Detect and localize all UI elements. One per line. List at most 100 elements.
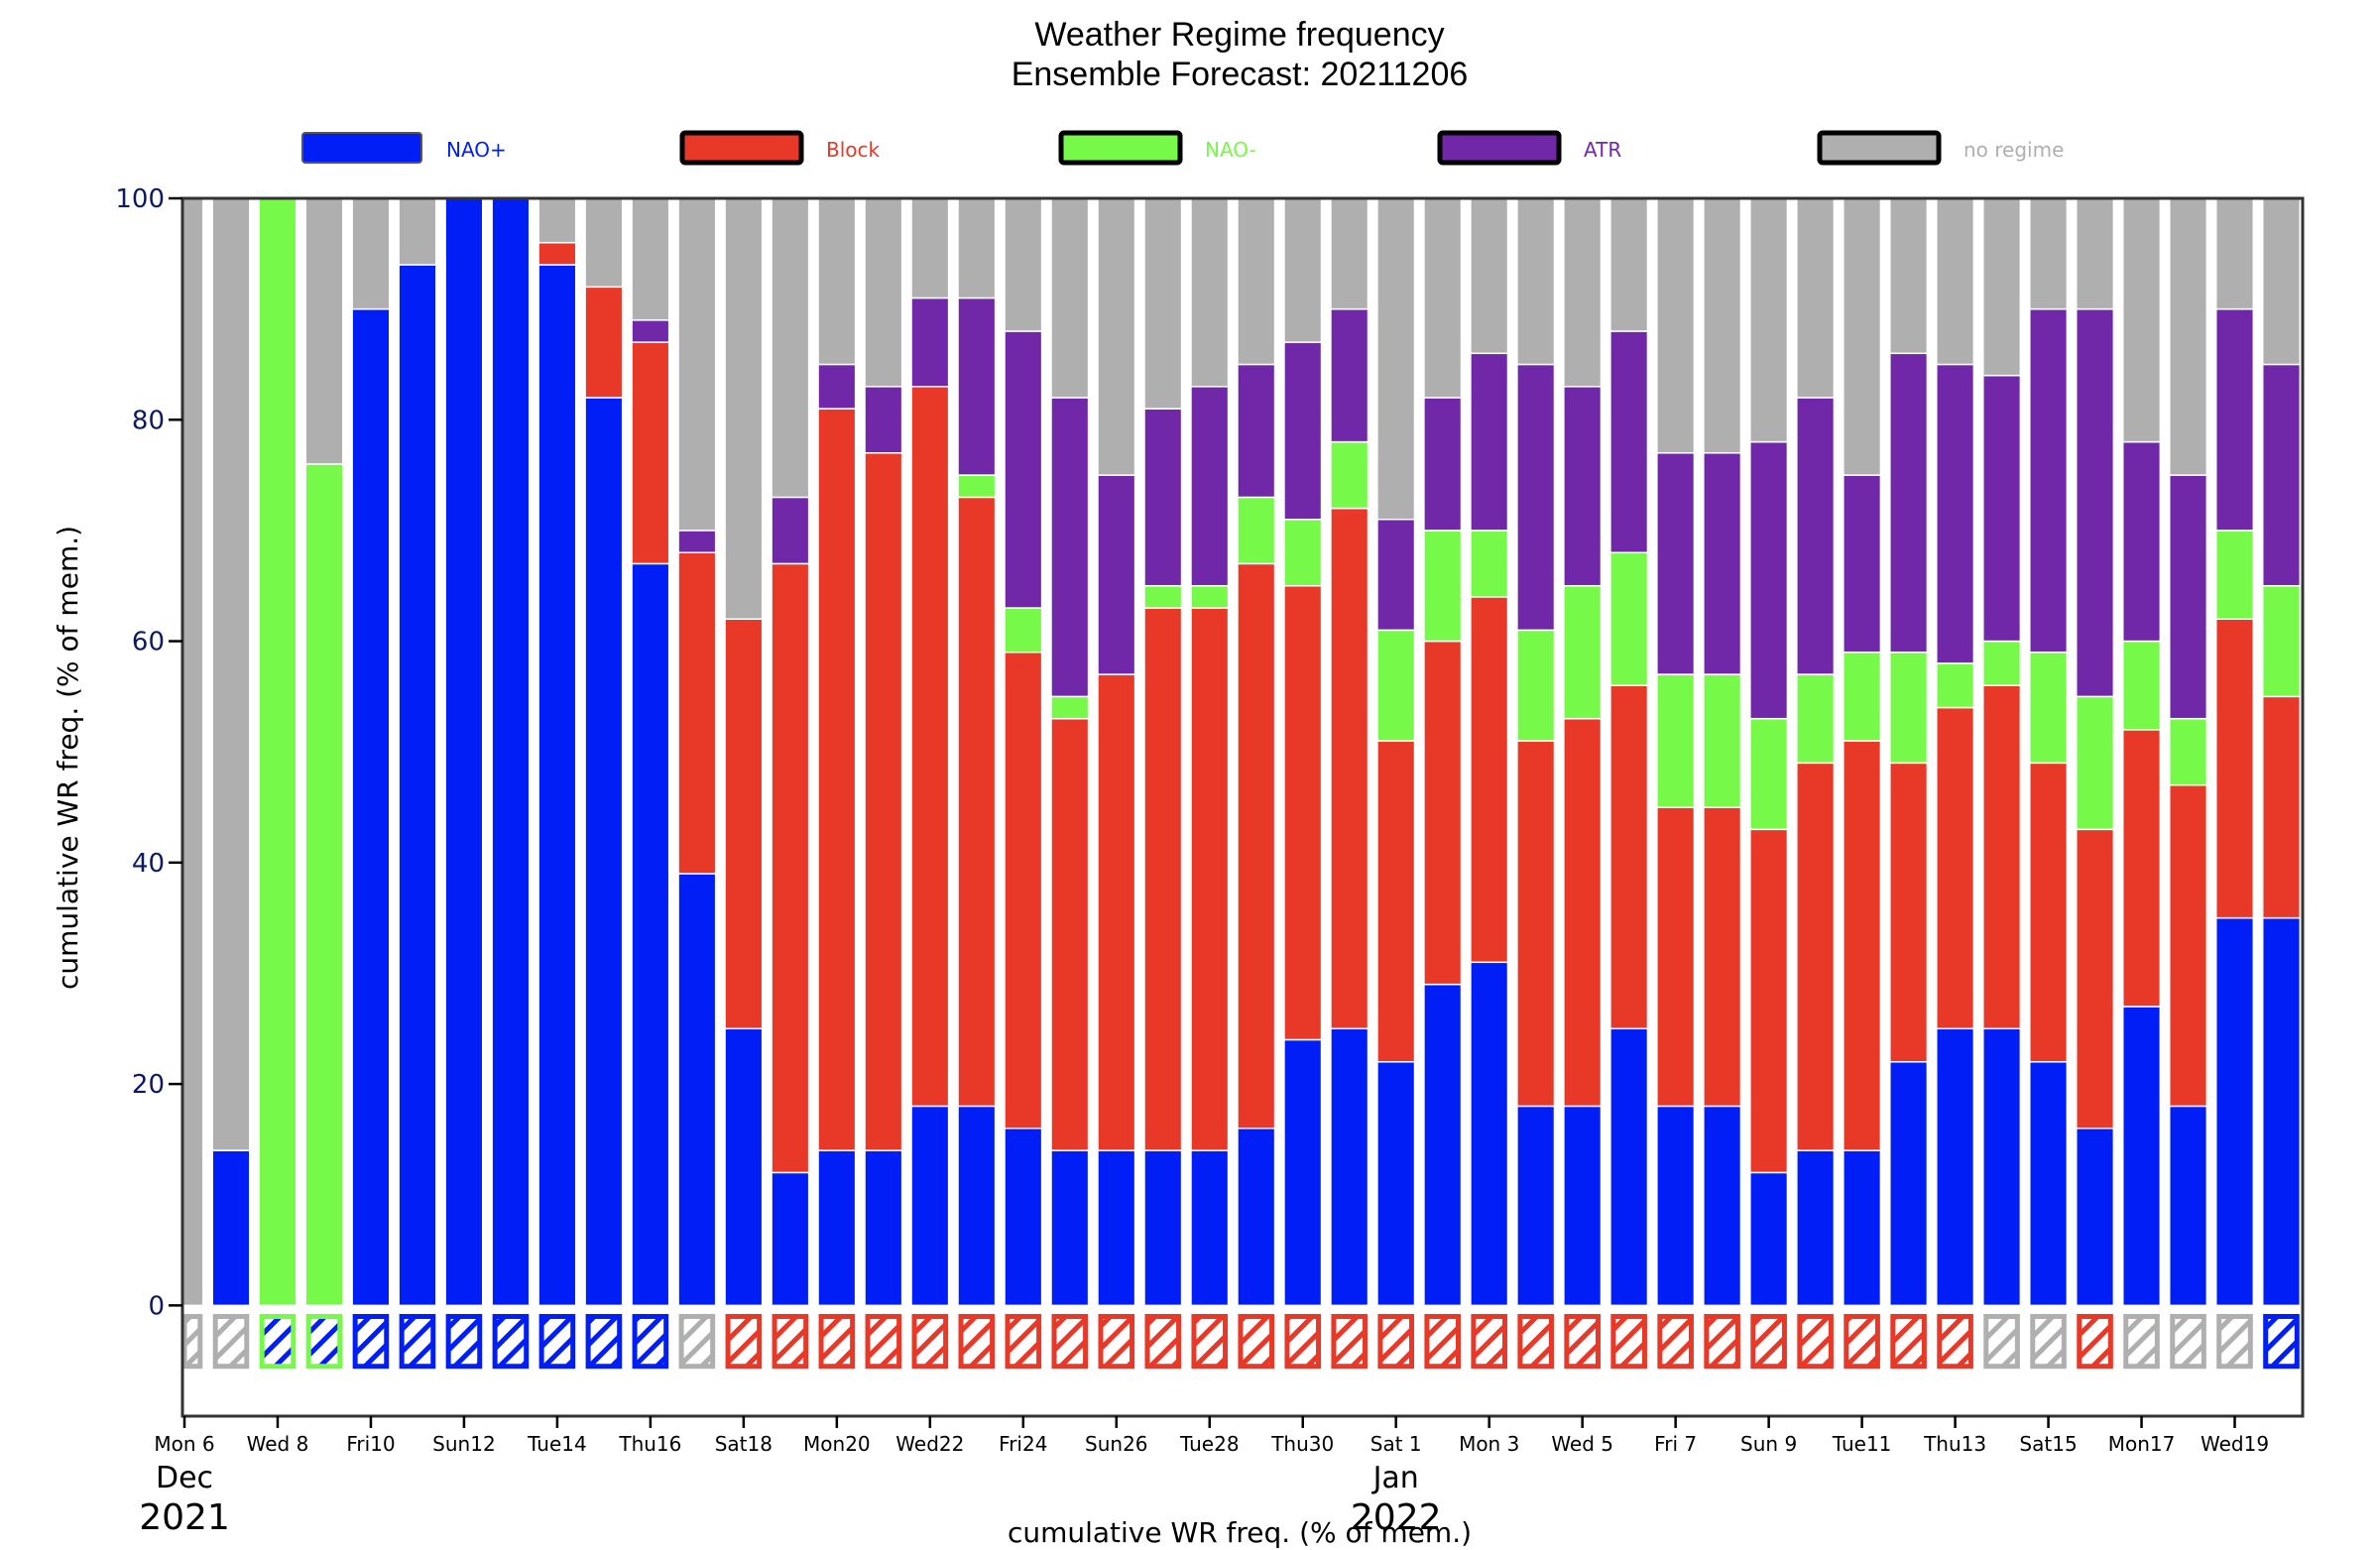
bar-segment-block	[1097, 673, 1136, 1151]
bar-segment-no-regime	[211, 197, 251, 1151]
dominant-marker-nao	[259, 1314, 297, 1370]
bar-segment-no-regime	[351, 197, 391, 310]
dominant-marker-block	[1051, 1314, 1089, 1370]
bar-segment-no-regime	[1516, 197, 1556, 366]
dominant-marker-nao	[399, 1314, 436, 1370]
bar-segment-block	[631, 341, 670, 565]
dominant-marker-block	[1797, 1314, 1834, 1370]
x-tick-label: Fri 7	[1654, 1432, 1697, 1456]
bar-segment-block	[771, 562, 810, 1174]
bar-stack	[957, 197, 997, 1307]
bar-segment-no-regime	[771, 197, 810, 499]
dominant-marker-block	[1191, 1314, 1229, 1370]
bar-segment-nao	[677, 873, 717, 1307]
bar-segment-atr	[1609, 330, 1649, 553]
bar-segment-nao	[1563, 584, 1603, 720]
y-tick-label: 60	[132, 628, 165, 657]
bar-stack	[2121, 197, 2162, 1307]
bar-segment-nao	[817, 1149, 857, 1307]
dominant-marker-block	[1704, 1314, 1740, 1370]
bar-stack	[537, 197, 577, 1307]
bar-segment-nao	[1749, 1171, 1789, 1307]
bar-segment-block	[1423, 640, 1463, 986]
bar-segment-atr	[1516, 363, 1556, 632]
bar-segment-block	[864, 452, 903, 1151]
month-label: Dec	[156, 1461, 213, 1495]
bar-segment-no-regime	[1470, 197, 1509, 355]
legend-label: no regime	[1964, 138, 2064, 162]
bar-segment-nao	[1982, 1027, 2022, 1307]
dominant-marker-no-regime	[2216, 1314, 2253, 1370]
bar-segment-block	[2214, 618, 2255, 919]
bar-segment-nao	[1283, 1038, 1323, 1307]
bar-segment-atr	[1796, 397, 1836, 675]
bar-segment-nao	[1143, 1149, 1183, 1307]
dominant-marker-nao	[538, 1314, 576, 1370]
bar-stack	[1190, 197, 1230, 1307]
dominant-marker-nao	[445, 1314, 483, 1370]
legend-item-block: Block	[679, 130, 881, 166]
dominant-marker-nao	[585, 1314, 623, 1370]
bar-segment-atr	[1470, 352, 1509, 532]
dominant-marker-block	[1750, 1314, 1787, 1370]
bar-segment-atr	[1330, 307, 1369, 443]
bar-segment-nao	[537, 264, 577, 1307]
bar-segment-no-regime	[864, 197, 903, 388]
bar-segment-no-regime	[2076, 197, 2115, 310]
bar-segment-no-regime	[2168, 197, 2208, 476]
bar-stack	[1609, 197, 1649, 1307]
bar-stack	[1982, 197, 2022, 1307]
bar-segment-atr	[817, 363, 857, 410]
plot-frame	[180, 196, 2305, 1418]
bar-segment-block	[1982, 684, 2022, 1030]
legend-item-nao: NAO-	[1058, 130, 1256, 166]
bar-segment-block	[2121, 729, 2162, 1008]
dominant-marker-block	[1144, 1314, 1182, 1370]
bar-stack	[1330, 197, 1369, 1307]
x-tick-label: Sat15	[2019, 1432, 2077, 1456]
x-tick-label: Wed22	[895, 1432, 964, 1456]
bar-segment-nao	[1050, 695, 1090, 720]
bar-segment-atr	[771, 496, 810, 565]
bar-segment-nao	[1936, 1027, 1975, 1307]
bar-segment-no-regime	[1609, 197, 1649, 332]
dominant-marker-no-regime	[212, 1314, 250, 1370]
dominant-marker-no-regime	[2123, 1314, 2160, 1370]
bar-segment-no-regime	[537, 197, 577, 244]
bar-segment-nao	[1982, 640, 2022, 686]
dominant-marker-block	[725, 1314, 763, 1370]
bar-segment-no-regime	[677, 197, 717, 532]
bar-segment-no-regime	[181, 197, 204, 1307]
bar-stack	[1749, 197, 1789, 1307]
bar-stack	[631, 197, 670, 1307]
dominant-marker-block	[958, 1314, 996, 1370]
bar-segment-no-regime	[1703, 197, 1742, 454]
bar-segment-block	[2076, 828, 2115, 1130]
bar-stack	[211, 197, 251, 1307]
legend-swatch	[679, 130, 804, 166]
bar-stack	[1796, 197, 1836, 1307]
bar-segment-nao	[2029, 1061, 2069, 1307]
bar-segment-atr	[2029, 307, 2069, 654]
bar-segment-block	[677, 551, 717, 875]
bar-segment-block	[724, 618, 764, 1030]
bar-segment-no-regime	[2121, 197, 2162, 443]
x-tick-label: Mon17	[2108, 1432, 2176, 1456]
bar-segment-no-regime	[398, 197, 437, 266]
bar-segment-no-regime	[817, 197, 857, 366]
year-label: 2021	[139, 1497, 230, 1538]
dominant-marker-nao	[352, 1314, 390, 1370]
x-tick-label: Fri24	[999, 1432, 1047, 1456]
bar-segment-block	[584, 286, 624, 399]
bar-segment-block	[1936, 706, 1975, 1030]
bar-segment-nao	[910, 1105, 950, 1307]
bar-segment-nao	[2261, 584, 2302, 698]
bar-segment-atr	[1237, 363, 1276, 499]
bar-segment-nao	[1609, 551, 1649, 686]
bar-segment-nao	[1423, 530, 1463, 643]
bar-segment-block	[957, 496, 997, 1108]
bar-stack	[724, 197, 764, 1307]
bar-segment-nao	[398, 264, 437, 1307]
y-axis-label: cumulative WR freq. (% of mem.)	[52, 526, 84, 990]
bar-segment-nao	[1004, 607, 1043, 654]
